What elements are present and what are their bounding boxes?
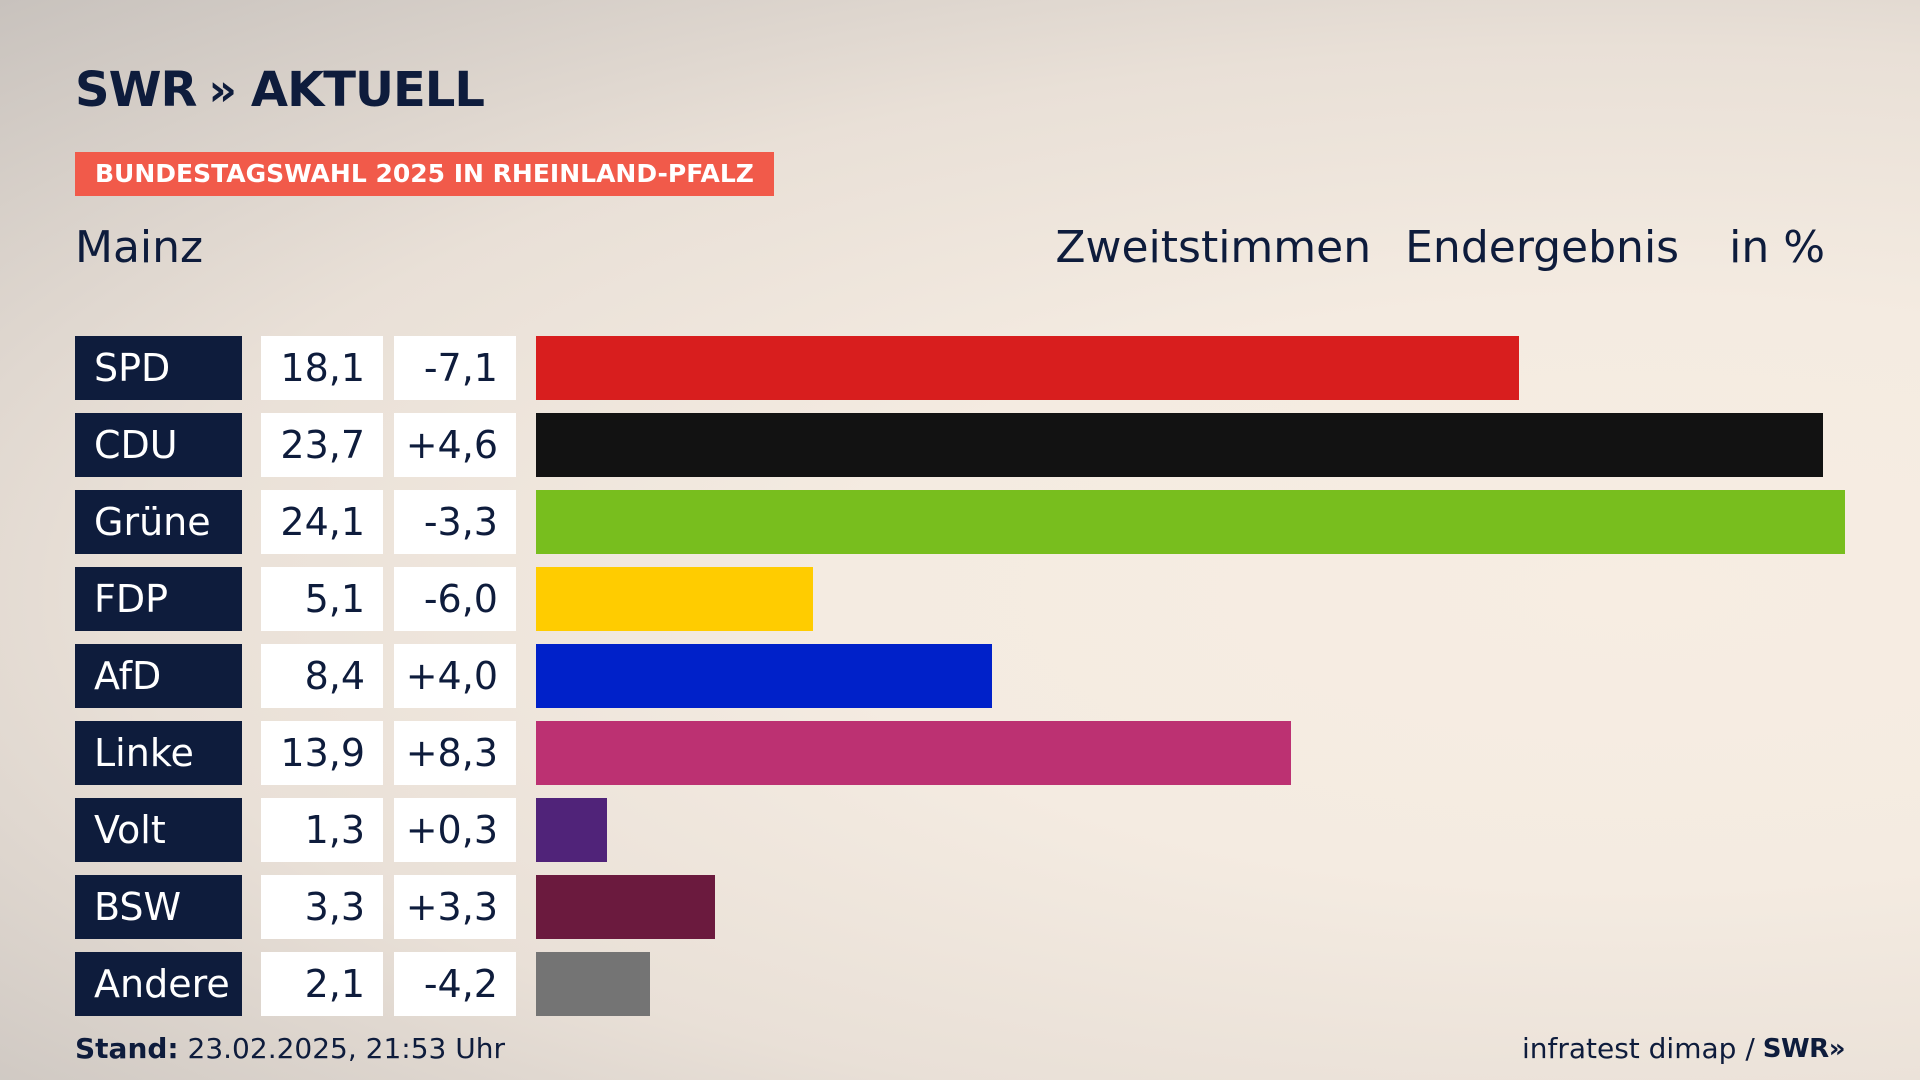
party-label-spd: SPD bbox=[75, 336, 242, 400]
bar-linke bbox=[536, 721, 1291, 785]
unit-label: in % bbox=[1729, 222, 1825, 273]
diff-label-cdu: +4,6 bbox=[394, 413, 516, 477]
chart-header: Zweitstimmen Endergebnis in % bbox=[1055, 222, 1825, 273]
timestamp: Stand: 23.02.2025, 21:53 Uhr bbox=[75, 1032, 505, 1065]
diff-label-andere: -4,2 bbox=[394, 952, 516, 1016]
bar-grne bbox=[536, 490, 1845, 554]
brand-name: SWR bbox=[75, 62, 197, 118]
source-credit: infratest dimap / SWR» bbox=[1521, 1032, 1846, 1065]
bar-spd bbox=[536, 336, 1519, 400]
value-label-bsw: 3,3 bbox=[261, 875, 383, 939]
party-label-grne: Grüne bbox=[75, 490, 242, 554]
value-label-linke: 13,9 bbox=[261, 721, 383, 785]
status-label: Endergebnis bbox=[1405, 222, 1680, 273]
party-label-fdp: FDP bbox=[75, 567, 242, 631]
diff-label-bsw: +3,3 bbox=[394, 875, 516, 939]
diff-label-spd: -7,1 bbox=[394, 336, 516, 400]
value-label-cdu: 23,7 bbox=[261, 413, 383, 477]
source-brand: SWR» bbox=[1762, 1033, 1846, 1064]
value-label-volt: 1,3 bbox=[261, 798, 383, 862]
diff-label-grne: -3,3 bbox=[394, 490, 516, 554]
brand-logo: SWR» AKTUELL bbox=[75, 62, 485, 118]
place-title: Mainz bbox=[75, 222, 204, 273]
party-label-volt: Volt bbox=[75, 798, 242, 862]
chevron-icon: » bbox=[208, 64, 237, 116]
vote-type-label: Zweitstimmen bbox=[1055, 222, 1372, 273]
bar-afd bbox=[536, 644, 992, 708]
party-label-bsw: BSW bbox=[75, 875, 242, 939]
value-label-grne: 24,1 bbox=[261, 490, 383, 554]
value-label-andere: 2,1 bbox=[261, 952, 383, 1016]
value-label-spd: 18,1 bbox=[261, 336, 383, 400]
party-label-linke: Linke bbox=[75, 721, 242, 785]
diff-label-linke: +8,3 bbox=[394, 721, 516, 785]
value-label-fdp: 5,1 bbox=[261, 567, 383, 631]
stand-value: 23.02.2025, 21:53 Uhr bbox=[187, 1032, 505, 1065]
diff-label-afd: +4,0 bbox=[394, 644, 516, 708]
value-label-afd: 8,4 bbox=[261, 644, 383, 708]
party-label-cdu: CDU bbox=[75, 413, 242, 477]
diff-label-fdp: -6,0 bbox=[394, 567, 516, 631]
election-tag: BUNDESTAGSWAHL 2025 IN RHEINLAND-PFALZ bbox=[75, 152, 774, 196]
bar-volt bbox=[536, 798, 607, 862]
bar-fdp bbox=[536, 567, 813, 631]
brand-suffix: AKTUELL bbox=[250, 62, 485, 118]
party-label-andere: Andere bbox=[75, 952, 242, 1016]
bar-bsw bbox=[536, 875, 715, 939]
bar-andere bbox=[536, 952, 650, 1016]
bar-cdu bbox=[536, 413, 1823, 477]
diff-label-volt: +0,3 bbox=[394, 798, 516, 862]
source-text: infratest dimap / bbox=[1521, 1032, 1755, 1065]
stand-label: Stand: bbox=[75, 1032, 179, 1065]
party-label-afd: AfD bbox=[75, 644, 242, 708]
